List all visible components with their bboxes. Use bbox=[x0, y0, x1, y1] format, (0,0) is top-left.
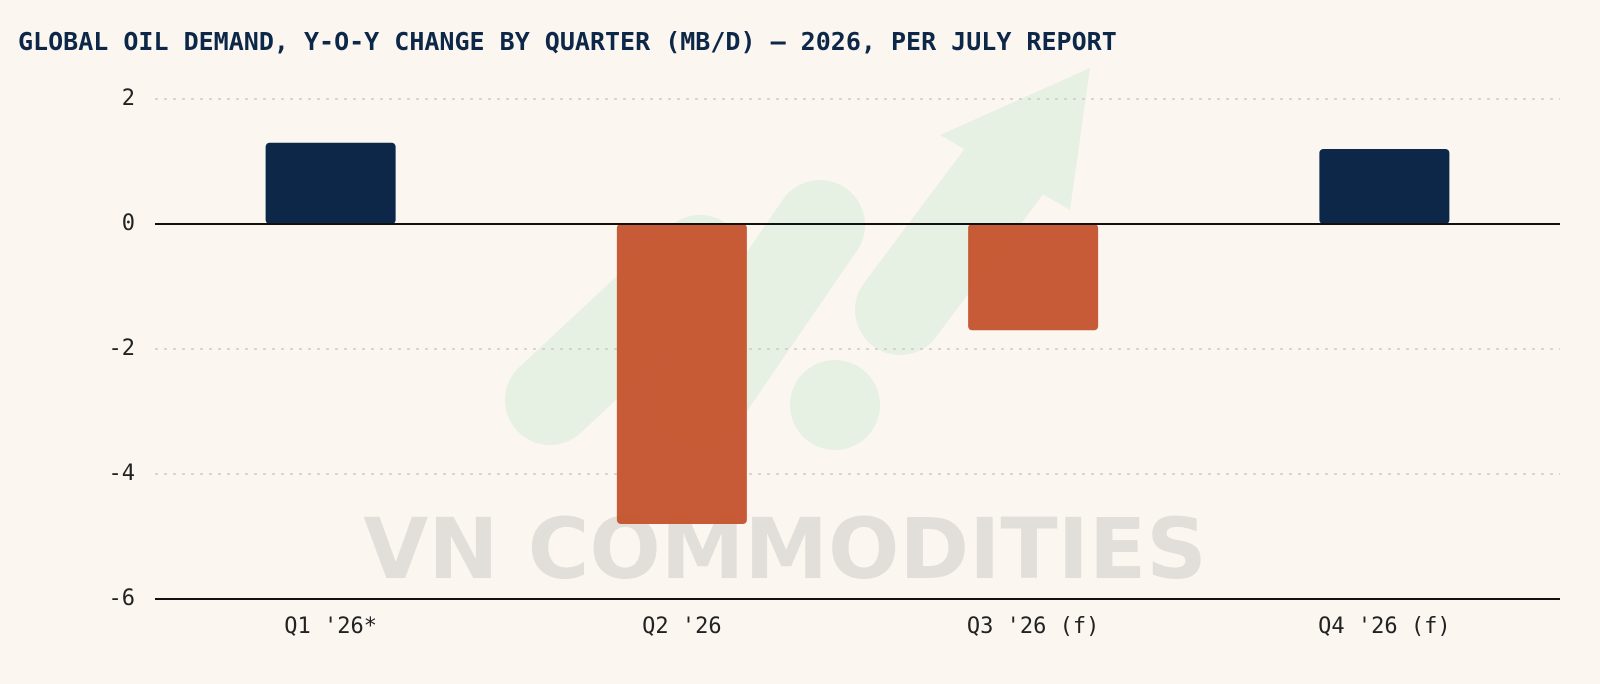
chart-title: GLOBAL OIL DEMAND, Y-O-Y CHANGE BY QUART… bbox=[18, 27, 1117, 56]
watermark: VN COMMODITIES bbox=[363, 500, 1207, 598]
x-tick-label: Q3 '26 (f) bbox=[967, 614, 1099, 639]
y-tick-label: -2 bbox=[109, 336, 136, 361]
x-tick-label: Q2 '26 bbox=[642, 614, 721, 639]
y-tick-label: 2 bbox=[122, 86, 135, 111]
bar bbox=[265, 142, 396, 224]
bar bbox=[1319, 149, 1450, 224]
bar bbox=[968, 224, 1099, 331]
y-tick-label: -6 bbox=[109, 586, 136, 611]
bar bbox=[616, 224, 747, 524]
x-tick-label: Q4 '26 (f) bbox=[1318, 614, 1450, 639]
x-tick-label: Q1 '26* bbox=[284, 614, 377, 639]
y-tick-label: 0 bbox=[122, 211, 135, 236]
y-tick-label: -4 bbox=[109, 461, 136, 486]
